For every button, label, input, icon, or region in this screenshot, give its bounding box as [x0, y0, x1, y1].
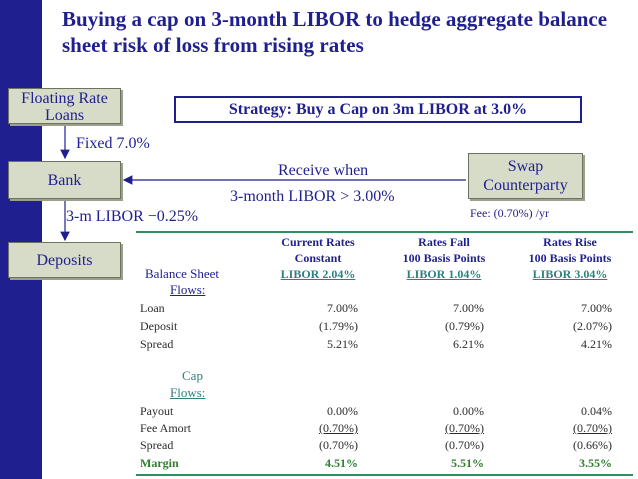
column-header-current: Current Rates Constant LIBOR 2.04% [258, 234, 378, 282]
cap-label: Cap [182, 368, 203, 383]
cell-capspread-fall: (0.70%) [445, 438, 484, 452]
libor-minus-label: 3-m LIBOR −0.25% [66, 208, 199, 225]
cell-deposit-current: (1.79%) [319, 319, 358, 333]
column-header-fall: Rates Fall 100 Basis Points LIBOR 1.04% [384, 234, 504, 282]
cell-margin-rise: 3.55% [579, 456, 612, 470]
table-top-rule [136, 231, 633, 233]
row-label-deposit: Deposit [140, 319, 178, 333]
row-label-fee-amort: Fee Amort [140, 421, 191, 435]
bank-label: Bank [47, 172, 82, 189]
col-current-line1: Current Rates [281, 235, 355, 249]
slide-title: Buying a cap on 3-month LIBOR to hedge a… [62, 7, 608, 57]
col-current-line3: LIBOR 2.04% [280, 267, 356, 281]
cell-fee-current: (0.70%) [319, 421, 358, 435]
cell-spread-fall: 6.21% [453, 337, 484, 351]
libor-condition-label: 3-month LIBOR > 3.00% [230, 188, 395, 205]
col-rise-line3: LIBOR 3.04% [532, 267, 608, 281]
loans-label: Floating Rate Loans [21, 90, 108, 124]
col-rise-line1: Rates Rise [543, 235, 597, 249]
balance-flows-label: Flows: [170, 282, 206, 297]
deposits-label: Deposits [36, 252, 93, 269]
swap-label: Swap Counterparty [483, 158, 568, 194]
cell-loan-current: 7.00% [327, 301, 358, 315]
row-label-payout: Payout [140, 404, 174, 418]
col-rise-line2: 100 Basis Points [528, 251, 612, 265]
receive-when-label: Receive when [278, 162, 369, 179]
cell-capspread-current: (0.70%) [319, 438, 358, 452]
cell-margin-fall: 5.51% [451, 456, 484, 470]
table-bottom-rule [136, 474, 633, 476]
row-label-loan: Loan [140, 301, 165, 315]
cell-payout-fall: 0.00% [453, 404, 484, 418]
row-label-margin: Margin [140, 456, 179, 470]
swap-counterparty-box: Swap Counterparty [468, 153, 583, 199]
deposits-box: Deposits [8, 242, 121, 278]
row-label-cap-spread: Spread [140, 438, 174, 452]
row-label-spread: Spread [140, 337, 174, 351]
column-header-rise: Rates Rise 100 Basis Points LIBOR 3.04% [510, 234, 630, 282]
cell-loan-fall: 7.00% [453, 301, 484, 315]
left-accent-bar [0, 0, 42, 479]
cell-fee-rise: (0.70%) [573, 421, 612, 435]
strategy-callout: Strategy: Buy a Cap on 3m LIBOR at 3.0% [174, 96, 582, 123]
cell-loan-rise: 7.00% [581, 301, 612, 315]
cell-capspread-rise: (0.66%) [573, 438, 612, 452]
cell-fee-fall: (0.70%) [445, 421, 484, 435]
cap-flows-label: Flows: [170, 385, 206, 400]
cell-payout-current: 0.00% [327, 404, 358, 418]
bank-box: Bank [8, 161, 121, 199]
cell-margin-current: 4.51% [325, 456, 358, 470]
balance-sheet-label: Balance Sheet [145, 266, 219, 281]
floating-rate-loans-box: Floating Rate Loans [8, 88, 121, 124]
cell-deposit-fall: (0.79%) [445, 319, 484, 333]
cell-payout-rise: 0.04% [581, 404, 612, 418]
fixed-rate-label: Fixed 7.0% [76, 135, 150, 152]
cell-spread-rise: 4.21% [581, 337, 612, 351]
col-current-line2: Constant [294, 251, 342, 265]
cell-deposit-rise: (2.07%) [573, 319, 612, 333]
fee-label: Fee: (0.70%) /yr [470, 206, 549, 220]
col-fall-line2: 100 Basis Points [402, 251, 486, 265]
col-fall-line1: Rates Fall [418, 235, 470, 249]
cell-spread-current: 5.21% [327, 337, 358, 351]
col-fall-line3: LIBOR 1.04% [406, 267, 482, 281]
